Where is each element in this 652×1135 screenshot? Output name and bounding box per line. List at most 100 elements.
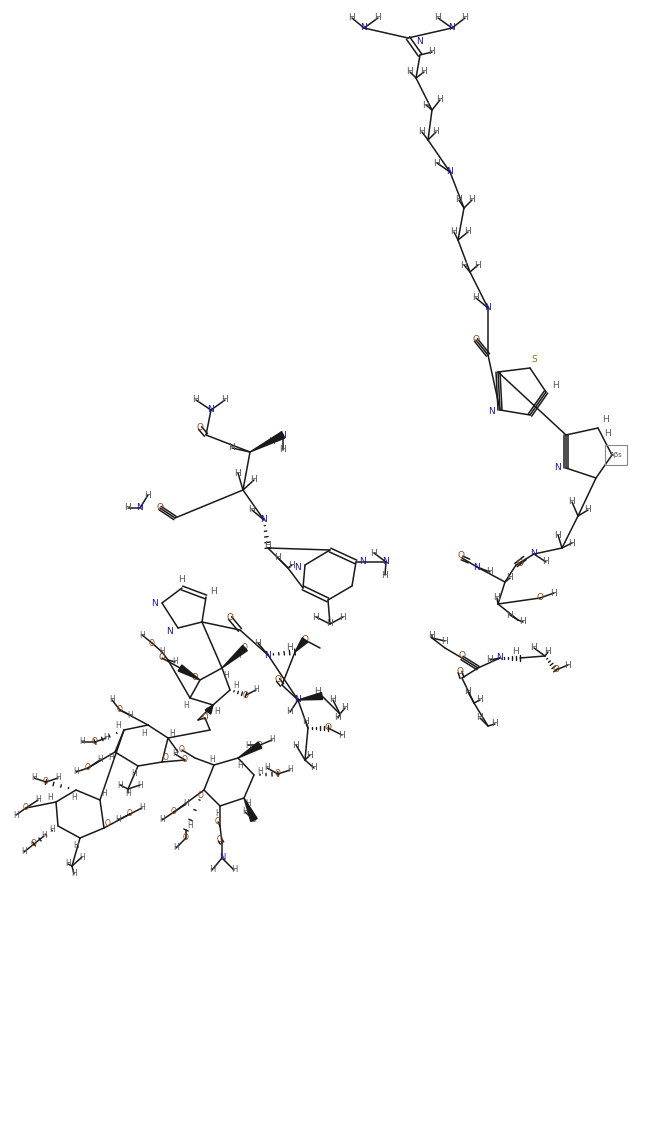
Text: H: H	[435, 14, 441, 23]
Text: H: H	[209, 866, 215, 874]
Text: H: H	[79, 852, 85, 861]
Text: H: H	[257, 766, 263, 775]
Text: H: H	[585, 505, 591, 514]
Text: H: H	[340, 613, 346, 622]
Text: O: O	[301, 636, 308, 645]
Text: H: H	[287, 644, 293, 653]
Text: H: H	[274, 554, 282, 563]
Text: H: H	[131, 770, 137, 779]
Text: O: O	[192, 673, 198, 682]
Text: H: H	[115, 816, 121, 824]
Text: N: N	[497, 654, 503, 663]
Text: H: H	[542, 557, 550, 566]
Text: H: H	[507, 573, 513, 582]
Text: H: H	[264, 764, 270, 773]
Text: H: H	[327, 620, 333, 629]
Text: H: H	[569, 497, 575, 506]
Text: H: H	[269, 735, 275, 745]
Text: O: O	[117, 706, 123, 715]
Text: H: H	[179, 575, 185, 585]
Text: O: O	[43, 777, 49, 787]
Polygon shape	[238, 742, 262, 758]
Text: H: H	[145, 490, 151, 499]
Text: H: H	[486, 656, 494, 664]
Polygon shape	[178, 665, 200, 680]
Text: H: H	[245, 799, 251, 808]
Text: H: H	[330, 696, 336, 705]
Text: O: O	[179, 746, 185, 755]
Text: O: O	[163, 753, 169, 762]
Text: H: H	[507, 611, 513, 620]
Text: H: H	[520, 617, 526, 627]
Text: H: H	[370, 548, 378, 557]
Text: H: H	[569, 538, 575, 547]
Text: H: H	[565, 661, 571, 670]
Text: N: N	[531, 549, 537, 558]
Text: O: O	[156, 504, 164, 513]
Text: H: H	[269, 437, 275, 446]
Text: H: H	[460, 261, 467, 269]
Text: H: H	[553, 381, 559, 390]
Text: H: H	[47, 793, 53, 802]
Text: O: O	[31, 840, 37, 849]
Text: H: H	[242, 807, 248, 816]
Text: H: H	[312, 613, 319, 622]
Text: H: H	[125, 789, 131, 798]
Text: H: H	[222, 395, 228, 404]
Polygon shape	[295, 638, 308, 651]
Text: H: H	[422, 101, 430, 109]
Text: H: H	[462, 14, 468, 23]
Text: N: N	[488, 407, 496, 417]
Text: O: O	[251, 816, 257, 824]
Text: H: H	[287, 707, 293, 716]
Text: H: H	[469, 195, 475, 204]
Text: N: N	[280, 430, 286, 439]
Text: N: N	[152, 598, 158, 607]
Text: H: H	[205, 707, 211, 716]
Text: O: O	[274, 675, 282, 684]
Text: H: H	[253, 686, 259, 695]
Text: H: H	[229, 444, 235, 453]
Text: H: H	[209, 755, 215, 764]
Text: H: H	[477, 714, 483, 723]
Text: H: H	[31, 773, 37, 782]
Text: H: H	[419, 127, 425, 136]
Text: O: O	[23, 804, 29, 813]
Text: H: H	[41, 832, 47, 841]
Text: O: O	[473, 336, 479, 345]
Text: H: H	[248, 505, 256, 514]
Text: H: H	[141, 729, 147, 738]
Text: H: H	[441, 637, 449, 646]
Text: O: O	[226, 614, 233, 622]
Text: H: H	[71, 869, 77, 878]
Text: H: H	[109, 696, 115, 705]
Text: H: H	[602, 415, 610, 424]
Text: H: H	[235, 651, 241, 661]
Text: H: H	[407, 67, 413, 76]
Text: H: H	[139, 804, 145, 813]
Text: H: H	[13, 810, 19, 819]
Text: H: H	[310, 764, 318, 773]
Text: O: O	[85, 764, 91, 773]
Text: H: H	[172, 749, 178, 758]
Text: O: O	[325, 723, 331, 732]
Text: O: O	[537, 594, 544, 603]
Text: O: O	[201, 714, 208, 723]
Text: O: O	[171, 807, 177, 816]
Text: N: N	[137, 504, 143, 513]
Text: H: H	[381, 571, 389, 580]
Text: H: H	[293, 740, 299, 749]
Text: H: H	[349, 14, 355, 23]
Polygon shape	[250, 432, 285, 452]
Text: H: H	[421, 67, 427, 76]
Text: H: H	[97, 756, 103, 765]
Text: H: H	[433, 127, 439, 136]
Text: N: N	[417, 37, 423, 47]
Text: H: H	[127, 711, 133, 720]
Text: H: H	[192, 395, 200, 404]
Text: H: H	[494, 594, 500, 603]
Text: H: H	[555, 530, 561, 539]
Text: N: N	[207, 405, 215, 414]
Text: H: H	[183, 701, 189, 711]
Text: H: H	[604, 429, 612, 437]
